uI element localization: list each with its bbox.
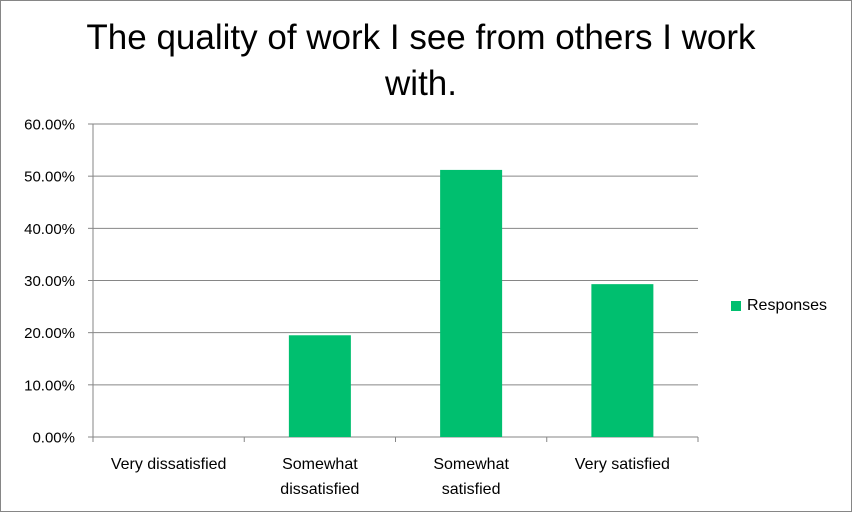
x-tick-label: Very satisfied xyxy=(575,456,670,473)
y-tick-label: 60.00% xyxy=(24,117,75,134)
legend-swatch-responses xyxy=(731,301,741,311)
y-tick-label: 50.00% xyxy=(24,169,75,186)
y-tick-label: 30.00% xyxy=(24,273,75,290)
x-tick-label: Very dissatisfied xyxy=(111,456,227,473)
y-tick-label: 10.00% xyxy=(24,377,75,394)
y-tick-label: 40.00% xyxy=(24,221,75,238)
x-tick-label: satisfied xyxy=(442,481,501,498)
bar-somewhat-dissatisfied xyxy=(288,335,351,437)
x-tick-label: dissatisfied xyxy=(280,481,359,498)
legend-label-responses: Responses xyxy=(747,297,828,314)
y-tick-label: 20.00% xyxy=(24,325,75,342)
bar-somewhat-satisfied xyxy=(440,169,503,437)
bar-very-satisfied xyxy=(591,284,654,437)
y-tick-label: 0.00% xyxy=(32,430,75,447)
x-tick-label: Somewhat xyxy=(433,456,509,473)
chart-legend: Responses xyxy=(731,297,827,315)
chart-title: The quality of work I see from others I … xyxy=(86,18,756,103)
x-tick-label: Somewhat xyxy=(282,456,358,473)
